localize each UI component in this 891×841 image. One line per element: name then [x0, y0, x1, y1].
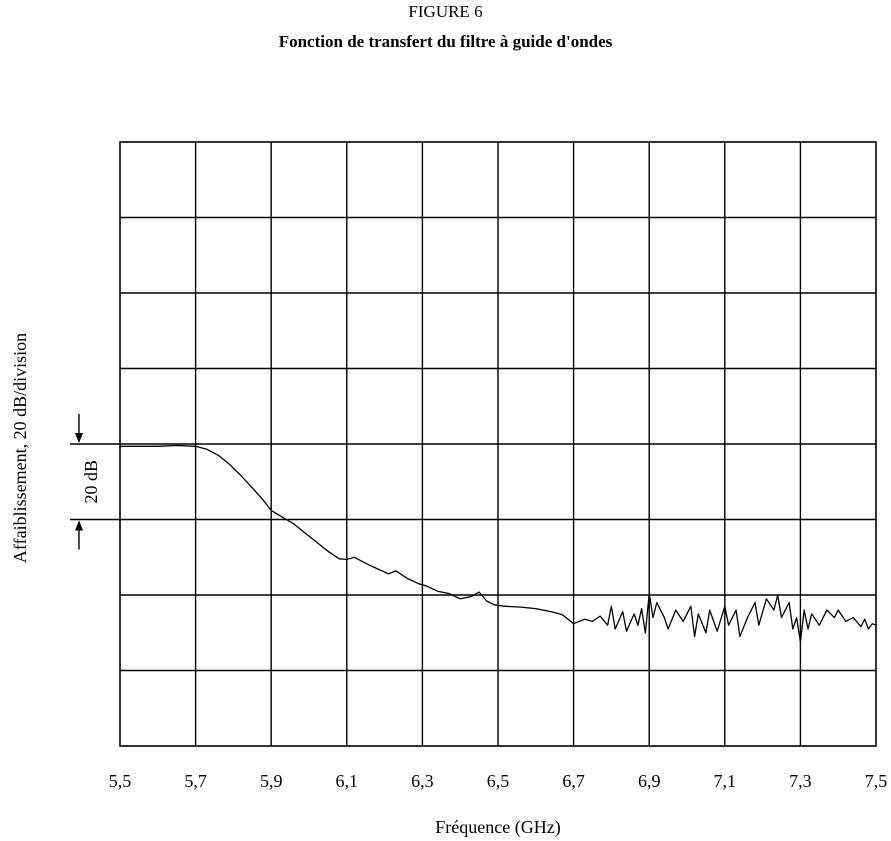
x-tick-label: 6,5	[487, 771, 510, 791]
series-line	[120, 444, 877, 643]
x-axis-label: Fréquence (GHz)	[435, 817, 560, 838]
x-tick-label: 6,3	[411, 771, 434, 791]
x-tick-label: 5,7	[184, 771, 207, 791]
y-axis-label: Affaiblissement, 20 dB/division	[10, 333, 30, 563]
x-tick-label: 5,5	[109, 771, 132, 791]
plot-grid	[119, 141, 877, 747]
x-tick-label: 6,1	[336, 771, 359, 791]
figure-title: Fonction de transfert du filtre à guide …	[278, 32, 613, 51]
x-tick-label: 7,5	[865, 771, 888, 791]
x-tick-label: 5,9	[260, 771, 283, 791]
x-tick-label: 7,1	[714, 771, 737, 791]
marker-arrow-bottom-head	[75, 520, 83, 531]
x-tick-labels: 5,5 5,7 5,9 6,1 6,3 6,5 6,7 6,9 7,1 7,3 7,5	[109, 771, 888, 791]
x-tick-label: 7,3	[789, 771, 812, 791]
x-tick-label: 6,7	[562, 771, 585, 791]
scale-marker: 20 dB	[70, 414, 120, 550]
series-group	[120, 444, 877, 643]
marker-label: 20 dB	[81, 460, 101, 504]
marker-arrow-top-head	[75, 433, 83, 443]
x-tick-label: 6,9	[638, 771, 661, 791]
figure-label: FIGURE 6	[408, 2, 483, 21]
